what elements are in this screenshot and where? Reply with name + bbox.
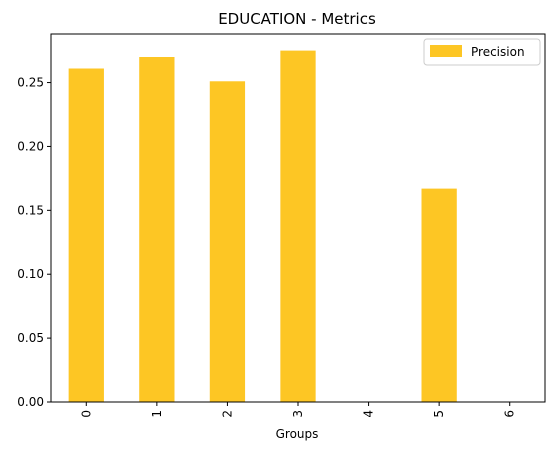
y-tick-label: 0.25: [17, 76, 44, 90]
bar-0: [68, 68, 104, 402]
bar-2: [209, 81, 246, 403]
y-tick-label: 0.10: [17, 267, 44, 281]
y-axis: 0.00 0.05 0.10 0.15 0.20 0.25: [17, 76, 51, 409]
y-tick-label: 0.00: [17, 395, 44, 409]
bar-3: [280, 50, 316, 402]
y-tick-label: 0.15: [17, 203, 44, 217]
legend: Precision: [423, 38, 541, 66]
x-tick-label: 0: [79, 410, 93, 418]
x-tick-label: 3: [291, 410, 305, 418]
chart-title: EDUCATION - Metrics: [218, 10, 376, 28]
bars: [68, 50, 457, 403]
legend-swatch-precision: [430, 45, 462, 57]
y-tick-label: 0.05: [17, 331, 44, 345]
x-tick-label: 5: [432, 410, 446, 418]
legend-label-precision: Precision: [471, 45, 525, 59]
x-axis: 0 1 2 3 4 5 6: [79, 402, 517, 418]
bar-5: [421, 188, 457, 402]
x-tick-label: 2: [220, 410, 234, 418]
x-tick-label: 6: [503, 410, 517, 418]
y-tick-label: 0.20: [17, 139, 44, 153]
x-axis-label: Groups: [276, 427, 319, 441]
x-tick-label: 4: [362, 410, 376, 418]
x-tick-label: 1: [150, 410, 164, 418]
bar-1: [139, 57, 175, 402]
